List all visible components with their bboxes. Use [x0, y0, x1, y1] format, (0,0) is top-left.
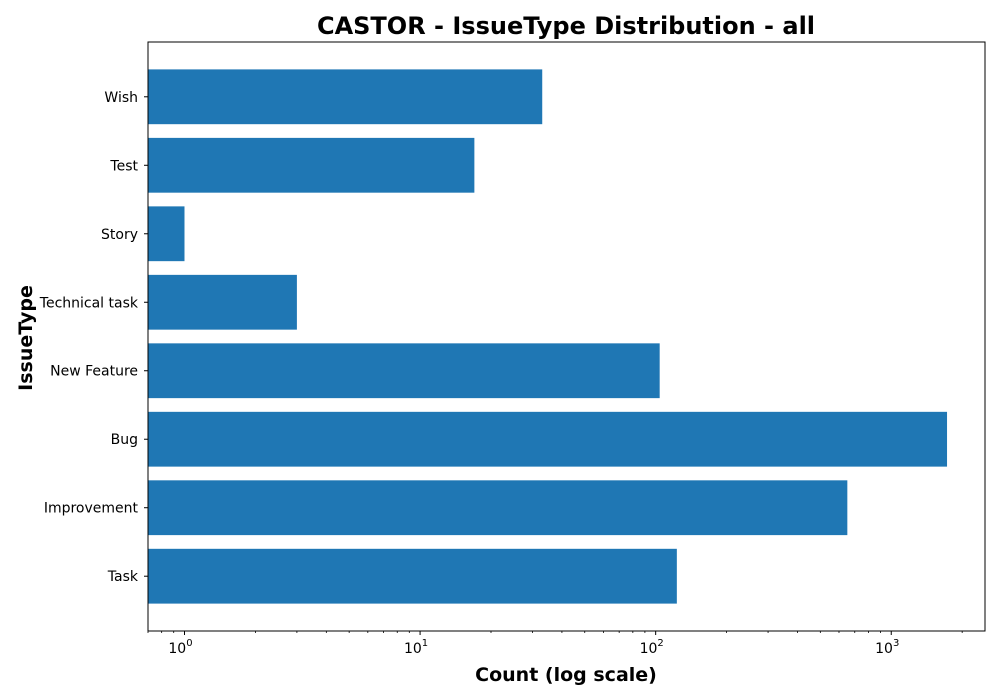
bar-test	[148, 137, 475, 193]
bar-wish	[148, 69, 543, 125]
bars-group	[148, 69, 948, 604]
x-tick-label-1000: 103	[875, 638, 899, 657]
y-tick-label-technical-task: Technical task	[39, 295, 139, 311]
plot-frame	[147, 41, 986, 632]
y-tick-label-wish: Wish	[104, 90, 138, 106]
y-axis: Task Improvement Bug New Feature Technical t…	[39, 90, 148, 585]
x-tick-label-100: 102	[640, 638, 664, 657]
x-axis-label: Count (log scale)	[475, 664, 657, 686]
y-tick-label-improvement: Improvement	[44, 501, 139, 517]
x-tick-label-1: 100	[168, 638, 192, 657]
y-tick-label-task: Task	[107, 569, 139, 585]
y-tick-label-story: Story	[101, 227, 138, 243]
bar-new-feature	[148, 343, 660, 399]
chart-title: CASTOR - IssueType Distribution - all	[317, 12, 815, 40]
bar-task	[148, 548, 677, 604]
x-tick-label-10: 101	[404, 638, 428, 657]
bar-improvement	[148, 480, 848, 536]
x-axis: 100 101 102 103	[147, 631, 963, 657]
y-tick-label-test: Test	[109, 158, 138, 174]
bar-story	[148, 206, 185, 262]
y-tick-label-bug: Bug	[111, 432, 138, 448]
y-axis-label: IssueType	[15, 285, 37, 391]
bar-bug	[148, 411, 948, 467]
bar-technical-task	[148, 274, 297, 330]
y-tick-label-new-feature: New Feature	[50, 364, 138, 380]
